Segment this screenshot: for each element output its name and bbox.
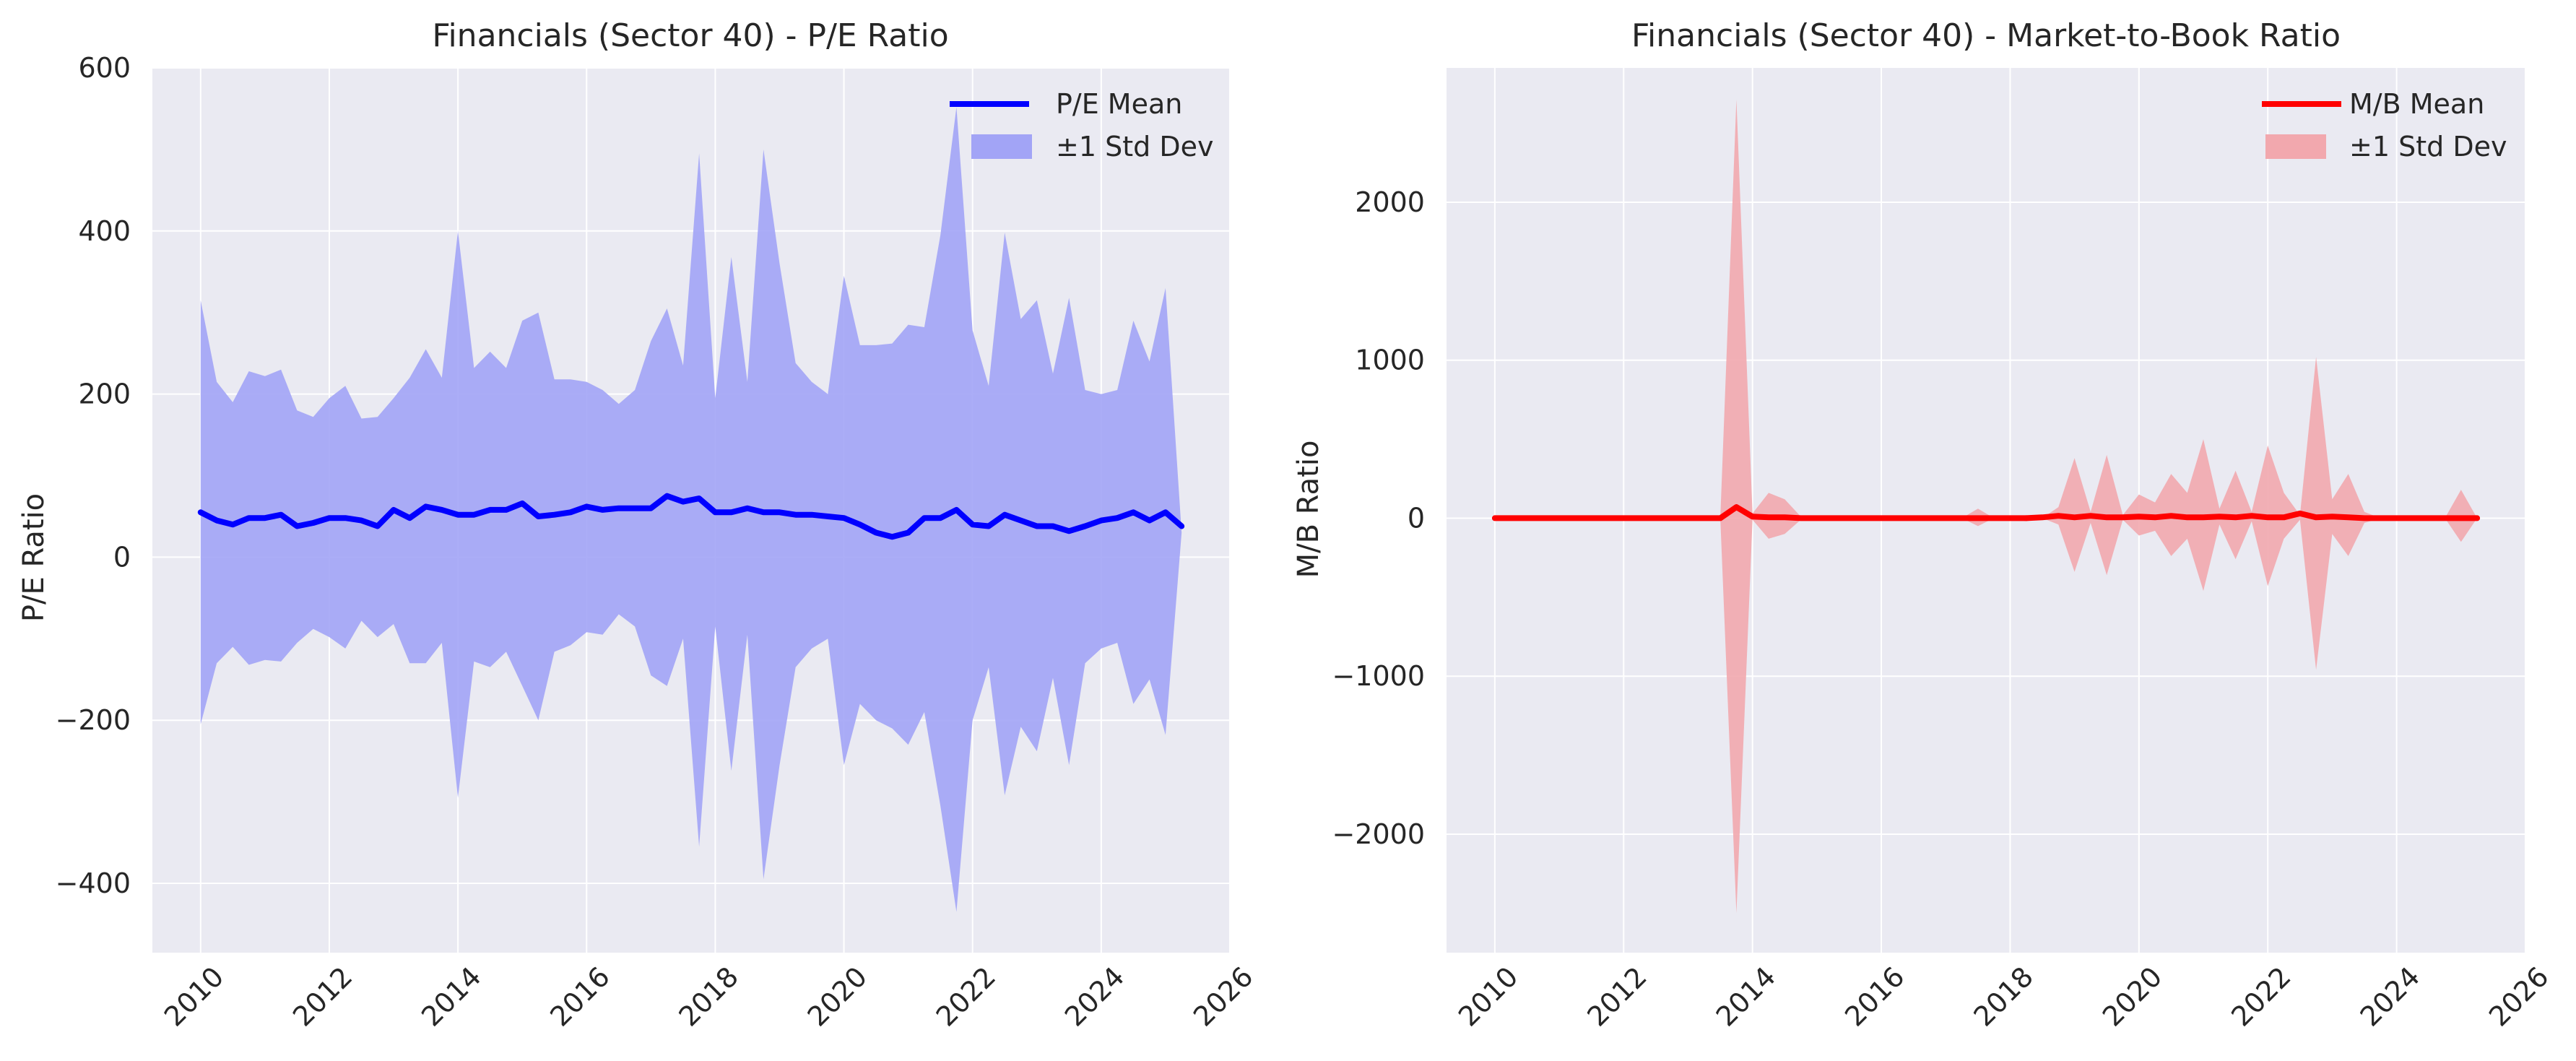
- mb-legend: M/B Mean ±1 Std Dev: [2262, 88, 2507, 163]
- mb-x-tick-label: 2020: [2096, 961, 2169, 1033]
- mb-std-band: [1494, 99, 2478, 914]
- pe-legend-mean-label: P/E Mean: [1056, 88, 1182, 120]
- pe-mean-line: [197, 493, 1185, 540]
- mb-x-tick-label: 2010: [1452, 961, 1525, 1033]
- mb-x-tick-label: 2022: [2225, 961, 2297, 1033]
- pe-x-tick-label: 2014: [415, 961, 487, 1033]
- mb-chart-title: Financials (Sector 40) - Market-to-Book …: [1631, 17, 2341, 54]
- pe-x-tick-labels: 2010 2012 2014 2016 2018 2020 2022 2024 2026: [158, 961, 1259, 1033]
- pe-legend-band-label: ±1 Std Dev: [1056, 131, 1213, 163]
- pe-ratio-panel: 2010 2012 2014 2016 2018 2020 2022 2024 2026 −40…: [17, 17, 1259, 1033]
- mb-x-tick-label: 2018: [1968, 961, 2040, 1033]
- pe-y-tick-label: 0: [113, 541, 131, 573]
- mb-y-tick-label: 0: [1408, 502, 1425, 534]
- pe-y-tick-labels: −400 −200 0 200 400 600: [56, 52, 131, 899]
- pe-legend-band-swatch: [971, 134, 1032, 159]
- mb-x-tick-labels: 2010 2012 2014 2016 2018 2020 2022 2024 2026: [1452, 961, 2555, 1033]
- pe-y-tick-label: −400: [56, 867, 131, 899]
- pe-x-tick-label: 2018: [672, 961, 745, 1033]
- mb-legend-band-label: ±1 Std Dev: [2349, 131, 2507, 163]
- mb-x-tick-label: 2012: [1581, 961, 1653, 1033]
- mb-y-tick-labels: −2000 −1000 0 1000 2000: [1332, 186, 1425, 850]
- mb-x-tick-label: 2026: [2483, 961, 2555, 1033]
- mb-y-tick-label: −2000: [1332, 818, 1425, 850]
- pe-x-tick-label: 2024: [1059, 961, 1131, 1033]
- pe-x-tick-label: 2012: [287, 961, 359, 1033]
- mb-x-tick-label: 2016: [1839, 961, 1911, 1033]
- mb-y-axis-label: M/B Ratio: [1292, 441, 1325, 579]
- mb-x-tick-label: 2024: [2354, 961, 2427, 1033]
- mb-mean-line: [1491, 504, 2481, 521]
- mb-ratio-panel: 2010 2012 2014 2016 2018 2020 2022 2024 2026 −20…: [1292, 17, 2555, 1033]
- pe-x-tick-label: 2020: [802, 961, 874, 1033]
- pe-x-tick-label: 2022: [930, 961, 1002, 1033]
- mb-mean-polyline: [1491, 504, 2481, 521]
- pe-y-tick-label: 200: [78, 378, 131, 410]
- pe-x-tick-label: 2010: [158, 961, 230, 1033]
- pe-y-tick-label: 400: [78, 215, 131, 247]
- pe-x-tick-label: 2026: [1187, 961, 1259, 1033]
- pe-mean-polyline: [197, 493, 1185, 540]
- mb-y-tick-label: −1000: [1332, 660, 1425, 692]
- mb-legend-mean-label: M/B Mean: [2349, 88, 2484, 120]
- mb-legend-band-swatch: [2265, 134, 2326, 159]
- pe-y-tick-label: 600: [78, 52, 131, 84]
- pe-chart-title: Financials (Sector 40) - P/E Ratio: [432, 17, 948, 54]
- pe-y-axis-label: P/E Ratio: [17, 493, 51, 622]
- pe-std-band: [200, 107, 1182, 912]
- pe-y-tick-label: −200: [56, 704, 131, 736]
- pe-x-tick-label: 2016: [544, 961, 616, 1033]
- mb-std-band-area: [1494, 99, 2478, 914]
- mb-y-tick-label: 2000: [1355, 186, 1425, 218]
- mb-y-tick-label: 1000: [1355, 345, 1425, 376]
- pe-legend: P/E Mean ±1 Std Dev: [950, 88, 1213, 163]
- pe-std-band-area: [200, 107, 1182, 912]
- mb-x-tick-label: 2014: [1710, 961, 1782, 1033]
